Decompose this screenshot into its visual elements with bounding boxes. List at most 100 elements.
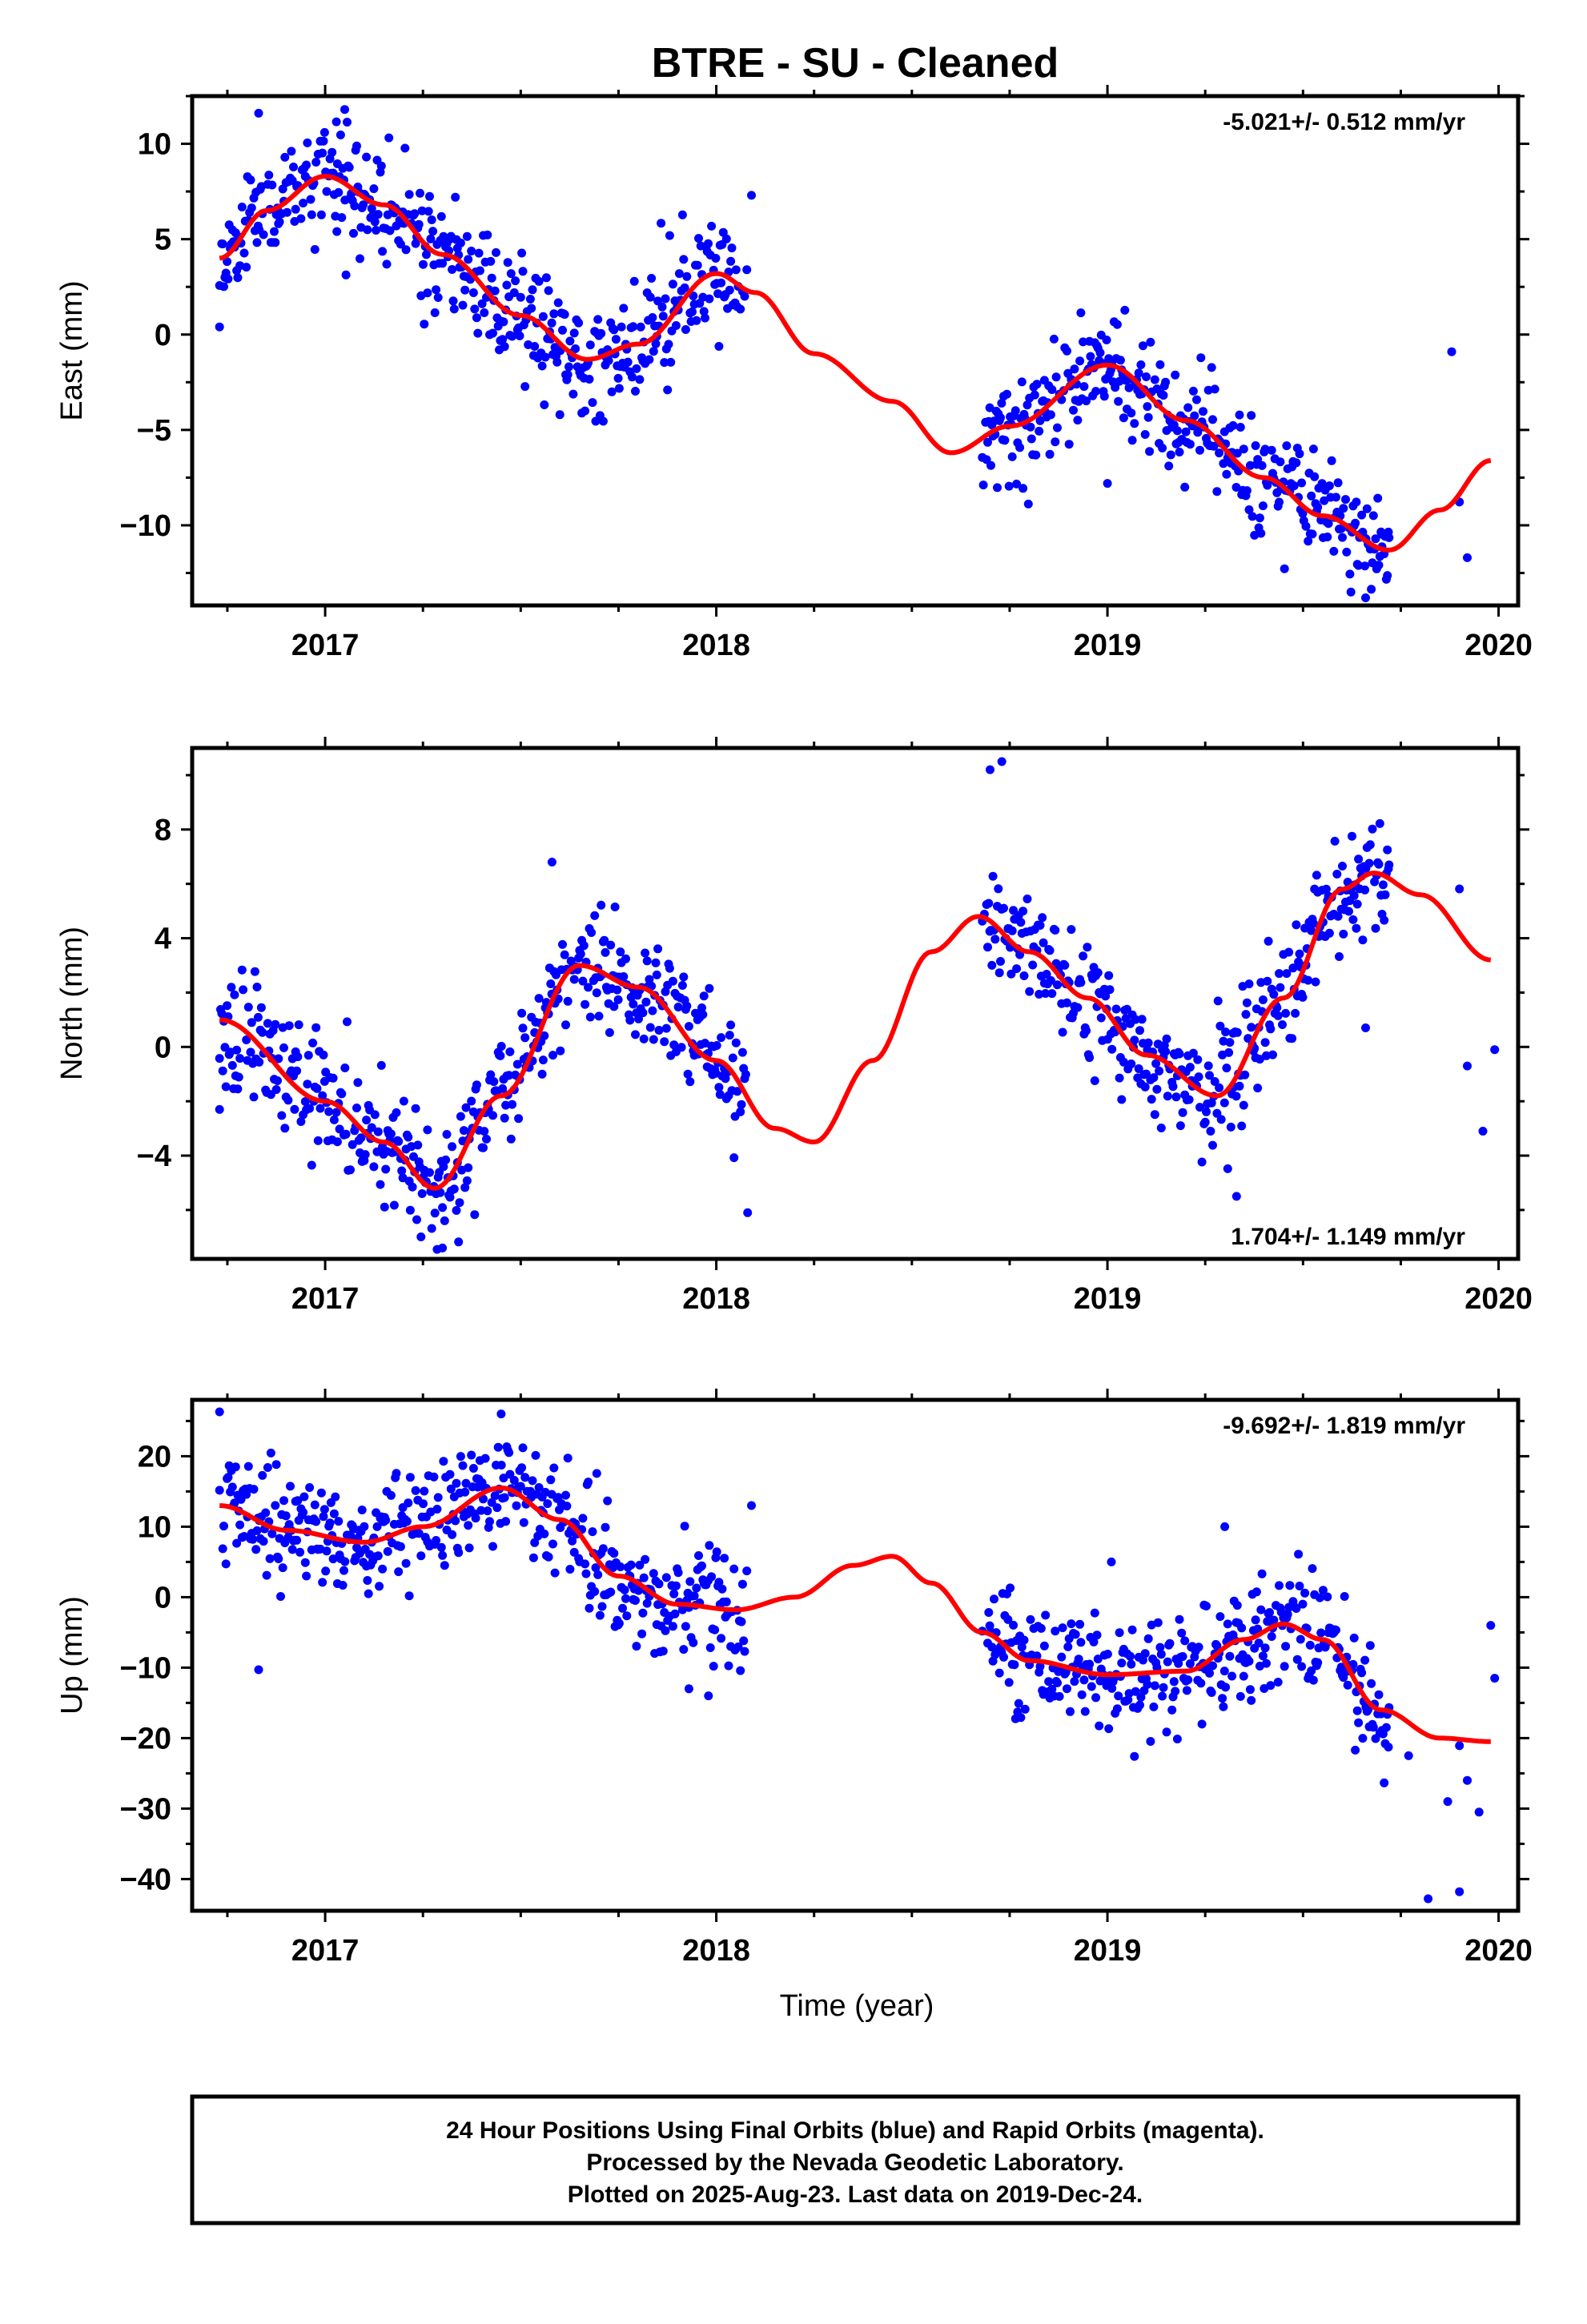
data-point [628,372,637,382]
data-point [1329,546,1339,556]
data-point [622,1611,632,1621]
data-point [1042,970,1051,979]
data-point [1014,1699,1023,1708]
data-point [1268,1050,1277,1059]
data-point [1107,1557,1116,1566]
data-point [460,1183,470,1192]
data-point [448,265,457,274]
data-point [1333,478,1343,488]
data-point [488,328,497,338]
data-point [331,1108,341,1117]
data-point [221,1559,231,1569]
data-point [404,1132,413,1142]
data-point [357,1506,367,1514]
data-point [1247,1023,1256,1032]
data-point [598,416,608,426]
data-point [1093,1655,1103,1664]
data-point [1308,1564,1317,1574]
data-point [594,1011,604,1021]
data-point [538,1055,548,1065]
data-point [999,903,1008,913]
data-point [1206,1127,1215,1136]
data-point [647,274,657,283]
data-point [1030,390,1039,400]
data-point [986,460,995,470]
data-point [438,1550,448,1560]
data-point [266,1448,275,1458]
data-point [247,1018,256,1027]
data-point [472,313,481,323]
data-point [613,985,622,995]
data-point [1039,1641,1049,1651]
data-point [663,385,673,395]
data-point [1057,1652,1067,1662]
data-point [641,948,650,958]
data-point [498,335,508,344]
data-point [1357,510,1367,520]
data-point [620,1585,629,1594]
data-point [1231,1192,1241,1201]
data-point [717,1634,726,1643]
data-point [1307,926,1316,935]
data-point [1221,1027,1231,1037]
data-point [717,1033,726,1043]
data-point [1073,416,1083,425]
data-point [1139,1655,1147,1665]
data-point [1067,925,1076,935]
data-point [454,1548,464,1558]
data-point [1004,1678,1014,1687]
data-point [1175,1049,1184,1059]
data-point [1335,952,1344,961]
data-point [1305,1640,1315,1650]
data-point [215,322,224,332]
data-point [1136,1692,1146,1702]
data-point [440,1561,449,1570]
data-point [258,1027,267,1037]
data-point [500,1113,509,1123]
data-point [1016,918,1026,927]
data-point [1285,1581,1295,1590]
data-point [1212,1641,1222,1651]
data-point [1253,1624,1263,1634]
data-point [1365,840,1375,850]
data-point [442,1130,452,1139]
data-point [1069,405,1078,415]
data-point [517,1008,527,1018]
data-point [352,141,361,151]
data-point [1019,1635,1029,1645]
data-point [1298,509,1308,518]
data-point [645,292,655,302]
data-point [1207,1098,1216,1108]
data-point [1182,1686,1191,1695]
data-point [223,257,232,267]
data-point [503,258,512,267]
data-point [1158,444,1167,452]
data-point [1143,1038,1153,1047]
data-point [637,1629,647,1638]
data-point [279,1496,288,1506]
chart-title: BTRE - SU - Cleaned [652,40,1059,86]
data-point [1455,1887,1464,1896]
data-point [693,260,702,270]
data-point [1185,1659,1195,1668]
data-point [983,437,992,447]
data-point [470,1210,480,1220]
data-point [1404,1751,1413,1760]
data-point [1307,491,1316,501]
data-point [1009,1620,1018,1630]
data-point [1063,1642,1073,1651]
data-point [540,400,549,409]
data-point [1003,1614,1013,1624]
data-point [1047,385,1057,394]
data-point [372,226,381,235]
data-point [271,1460,281,1470]
data-point [425,1168,434,1177]
data-point [303,138,312,147]
data-point [1312,870,1321,880]
data-point [1323,533,1332,541]
data-point [990,1594,998,1604]
data-point [654,1579,664,1589]
data-point [1368,1723,1378,1732]
data-point [1374,859,1384,869]
